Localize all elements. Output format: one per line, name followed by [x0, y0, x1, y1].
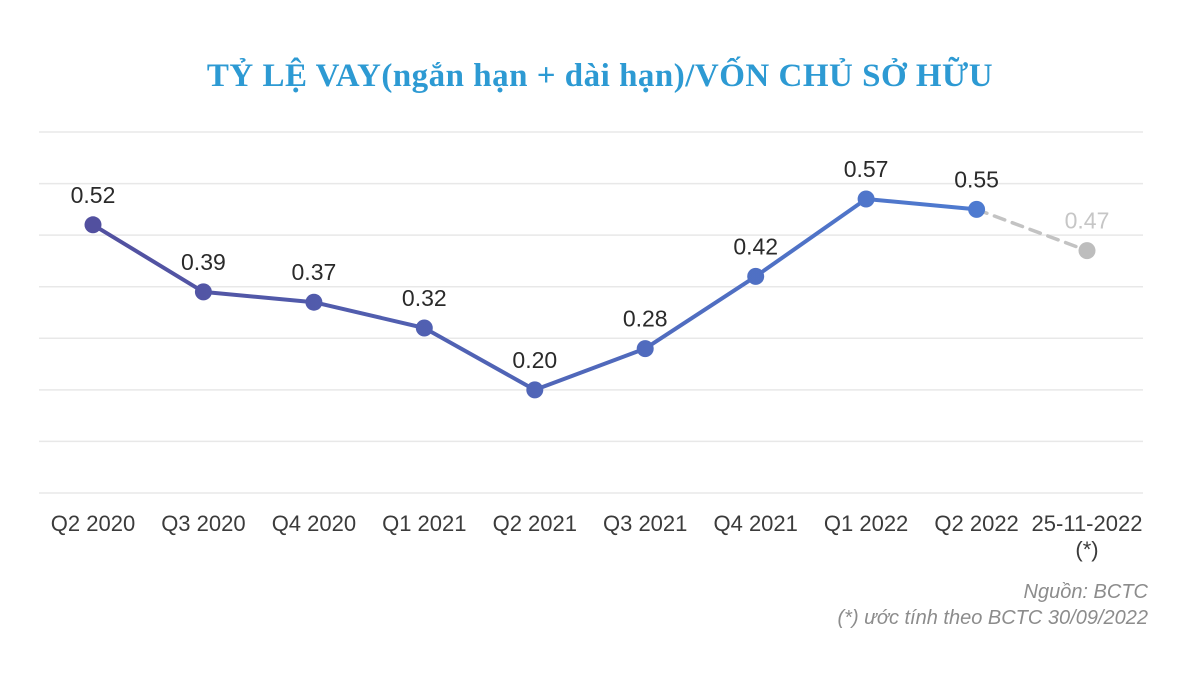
x-axis-label: Q1 2022 [824, 511, 908, 536]
estimate-note: (*) ước tính theo BCTC 30/09/2022 [837, 607, 1148, 629]
value-label: 0.28 [623, 306, 668, 332]
x-axis-sublabel: (*) [1075, 537, 1098, 562]
x-axis-label: Q4 2021 [713, 511, 797, 536]
value-label: 0.42 [733, 233, 778, 259]
value-label: 0.55 [954, 166, 999, 192]
value-label: 0.57 [844, 156, 889, 182]
x-axis-label: Q4 2020 [272, 511, 356, 536]
value-label: 0.52 [71, 182, 116, 208]
data-point [194, 283, 212, 301]
x-axis-label: Q3 2021 [603, 511, 687, 536]
data-point [968, 200, 986, 218]
data-point [415, 319, 433, 337]
data-point [857, 190, 875, 208]
value-label: 0.20 [512, 347, 557, 373]
x-axis-label: Q1 2021 [382, 511, 466, 536]
x-axis-label: Q2 2020 [51, 511, 135, 536]
estimate-dashed-line [974, 207, 1089, 253]
x-axis-label: Q2 2022 [934, 511, 1018, 536]
value-label: 0.37 [292, 259, 337, 285]
source-note: Nguồn: BCTC [1023, 581, 1149, 603]
data-point [84, 216, 102, 234]
x-axis-label: Q3 2020 [161, 511, 245, 536]
estimate-data-point [1078, 242, 1096, 260]
data-point [526, 381, 544, 399]
x-axis-label: 25-11-2022 [1032, 511, 1143, 536]
chart-title: TỶ LỆ VAY(ngắn hạn + dài hạn)/VỐN CHỦ SỞ… [206, 58, 994, 94]
value-label: 0.39 [181, 249, 226, 275]
data-point [747, 267, 765, 285]
value-label: 0.32 [402, 285, 447, 311]
data-point [305, 293, 323, 311]
value-label: 0.47 [1065, 208, 1110, 234]
x-axis-label: Q2 2021 [493, 511, 577, 536]
data-point [636, 340, 654, 358]
chart-footer: Nguồn: BCTC (*) ước tính theo BCTC 30/09… [838, 579, 1148, 631]
